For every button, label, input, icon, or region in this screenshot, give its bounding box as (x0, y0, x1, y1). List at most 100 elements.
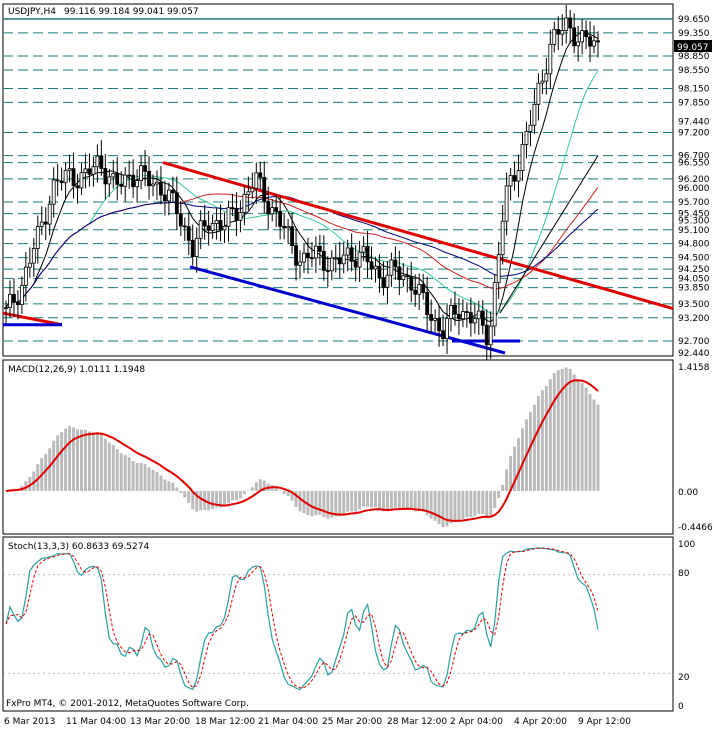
candle-body (369, 261, 374, 270)
candle-body (166, 189, 171, 202)
copyright-label: FxPro MT4, © 2001-2012, MetaQuotes Softw… (6, 699, 249, 709)
trend-line-red-left (2, 311, 63, 327)
candle-body (143, 165, 147, 172)
candle-body (464, 311, 469, 313)
candle-body (170, 189, 175, 194)
candle-body (413, 289, 418, 295)
moving-average-line (5, 70, 599, 315)
horizontal-levels (3, 18, 673, 342)
candle-body (16, 301, 20, 306)
price-axis-label: 96.700 (678, 152, 710, 162)
price-axis-label: 98.850 (678, 52, 710, 62)
candle-body (365, 245, 370, 263)
candle-body (584, 30, 588, 38)
candle-body (588, 36, 592, 47)
macd-axis-top: 1.4158 (678, 363, 710, 373)
candle-body (103, 168, 108, 185)
candle-body (468, 312, 473, 324)
candle-body (405, 275, 410, 278)
candle-body (461, 311, 465, 320)
candle-body (286, 226, 290, 229)
candle-body (306, 252, 310, 259)
trend-line-thin (499, 155, 599, 314)
candle-body (210, 223, 215, 231)
price-candles (4, 4, 600, 360)
price-axis-label: 95.700 (678, 198, 710, 208)
macd-signal-line (5, 379, 599, 522)
candle-body (592, 40, 596, 47)
time-axis-label: 6 Mar 2013 (4, 717, 55, 727)
price-axis-label: 95.450 (678, 210, 710, 220)
candle-body (528, 124, 533, 132)
ohlc-label: 99.116 99.184 99.041 99.057 (64, 7, 199, 17)
candle-body (190, 239, 195, 257)
candle-body (182, 225, 187, 228)
candle-body (556, 29, 561, 35)
candle-body (238, 212, 243, 221)
candle-body (453, 304, 457, 315)
macd-indicator (5, 367, 600, 528)
candle-body (115, 172, 120, 185)
candle-body (12, 293, 16, 303)
candle-body (19, 284, 24, 306)
candle-body (222, 225, 227, 231)
candle-body (278, 211, 283, 227)
time-axis-label: 21 Mar 04:00 (258, 717, 318, 727)
candle-body (552, 29, 557, 45)
candle-body (87, 168, 92, 175)
candle-body (532, 103, 537, 126)
stoch-axis-0: 0 (678, 702, 684, 712)
candle-body (314, 245, 318, 259)
stoch-axis-20: 20 (678, 673, 690, 683)
stoch-axis-100: 100 (678, 540, 695, 550)
price-axis-label: 92.700 (678, 337, 710, 347)
candle-body (520, 144, 525, 172)
candle-body (186, 226, 191, 241)
trend-line-blue (189, 265, 506, 355)
candle-body (512, 175, 517, 182)
candle-body (302, 252, 306, 263)
candle-body (449, 304, 453, 319)
candle-body (373, 265, 378, 270)
candle-body (107, 176, 112, 185)
candle-body (409, 276, 414, 291)
candle-body (119, 184, 124, 187)
candle-body (159, 181, 163, 196)
time-axis: 6 Mar 2013 11 Mar 04:00 13 Mar 20:00 18 Mar… (4, 717, 631, 727)
time-axis-label: 28 Mar 12:00 (387, 717, 447, 727)
candle-body (151, 183, 155, 187)
macd-panel[interactable] (2, 359, 674, 535)
time-axis-label: 11 Mar 04:00 (66, 717, 126, 727)
candle-body (274, 207, 279, 212)
stoch-signal-line (5, 547, 599, 689)
candle-body (63, 169, 68, 184)
candle-body (282, 225, 287, 229)
candle-body (417, 284, 422, 295)
candle-body (393, 259, 398, 268)
candle-body (270, 207, 275, 215)
candle-body (349, 247, 354, 262)
candle-body (79, 172, 84, 189)
candle-body (23, 266, 28, 286)
price-axis-label: 93.200 (678, 314, 710, 324)
candle-body (83, 168, 88, 174)
stoch-panel[interactable] (2, 536, 674, 712)
candle-body (504, 185, 509, 222)
candle-body (361, 245, 366, 253)
candle-body (445, 317, 449, 339)
candle-body (226, 207, 231, 227)
candle-body (95, 155, 100, 168)
time-axis-label: 4 Apr 20:00 (514, 717, 567, 727)
candle-body (337, 257, 342, 265)
candle-body (174, 192, 179, 215)
candle-body (47, 203, 52, 225)
price-axis-label: 94.500 (678, 254, 710, 264)
candle-body (321, 250, 326, 271)
current-price-box (674, 40, 712, 52)
candle-body (163, 194, 167, 202)
candle-body (262, 176, 267, 202)
price-axis-label: 95.300 (678, 217, 710, 227)
candle-body (155, 181, 159, 185)
time-axis-label: 18 Mar 12:00 (195, 717, 255, 727)
